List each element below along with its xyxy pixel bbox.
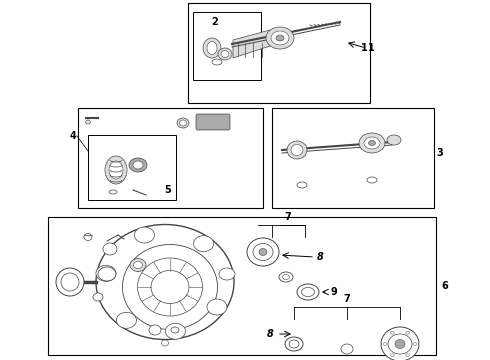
Ellipse shape [253,243,273,261]
Ellipse shape [93,293,103,301]
Ellipse shape [297,284,319,300]
Ellipse shape [134,227,154,243]
Ellipse shape [194,236,214,252]
Ellipse shape [61,273,79,291]
Ellipse shape [149,325,161,335]
Ellipse shape [359,133,385,153]
Ellipse shape [96,265,116,281]
Ellipse shape [297,182,307,188]
Ellipse shape [367,177,377,183]
Ellipse shape [162,340,169,346]
Ellipse shape [283,274,290,279]
Ellipse shape [406,354,410,357]
Bar [272,108,434,208]
Ellipse shape [109,161,123,179]
Text: 5: 5 [165,185,172,195]
Ellipse shape [212,59,222,65]
Text: 1: 1 [361,43,368,53]
Ellipse shape [207,299,227,315]
Ellipse shape [117,312,136,328]
Ellipse shape [395,339,405,348]
Text: 3: 3 [436,148,443,158]
Text: 8: 8 [317,252,324,262]
Ellipse shape [221,50,229,58]
Bar [48,217,436,355]
Ellipse shape [381,327,419,360]
Ellipse shape [218,48,232,60]
Ellipse shape [203,38,221,58]
Ellipse shape [177,118,189,128]
Bar [88,135,176,200]
Ellipse shape [383,342,387,346]
Ellipse shape [56,268,84,296]
Ellipse shape [96,225,234,339]
Ellipse shape [391,331,394,334]
Ellipse shape [364,137,380,149]
Ellipse shape [247,238,279,266]
Ellipse shape [301,288,315,297]
Ellipse shape [387,135,401,145]
Ellipse shape [341,344,353,354]
Bar [78,108,263,208]
Bar [193,12,261,80]
Text: 4: 4 [69,131,76,141]
Ellipse shape [271,31,289,45]
Ellipse shape [105,156,127,184]
Ellipse shape [219,268,235,280]
Text: 7: 7 [343,294,350,304]
Ellipse shape [98,267,116,281]
Text: 2: 2 [212,17,219,27]
Ellipse shape [179,120,187,126]
Ellipse shape [138,258,202,316]
Ellipse shape [207,41,217,54]
Ellipse shape [133,161,143,169]
FancyBboxPatch shape [196,114,230,130]
Ellipse shape [130,258,146,271]
Ellipse shape [266,27,294,49]
Ellipse shape [388,334,412,354]
Ellipse shape [171,327,179,333]
Text: 7: 7 [285,212,292,222]
Ellipse shape [276,35,284,41]
Ellipse shape [133,261,143,269]
Ellipse shape [289,340,299,348]
Ellipse shape [287,141,307,159]
Ellipse shape [85,120,91,124]
Text: 1: 1 [368,43,375,53]
Ellipse shape [285,337,303,351]
Bar [188,3,370,103]
Ellipse shape [291,144,303,156]
Ellipse shape [109,190,117,194]
Text: 6: 6 [441,281,448,291]
Ellipse shape [103,243,117,255]
Ellipse shape [122,244,218,329]
Ellipse shape [368,140,375,145]
Ellipse shape [259,248,267,256]
Text: 9: 9 [330,287,337,297]
Ellipse shape [166,323,185,339]
Ellipse shape [279,272,293,282]
Ellipse shape [151,270,189,303]
Text: 8: 8 [267,329,273,339]
Ellipse shape [413,342,417,346]
Polygon shape [233,30,270,58]
Ellipse shape [406,331,410,334]
Ellipse shape [391,354,394,357]
Ellipse shape [84,234,92,240]
Ellipse shape [129,158,147,172]
